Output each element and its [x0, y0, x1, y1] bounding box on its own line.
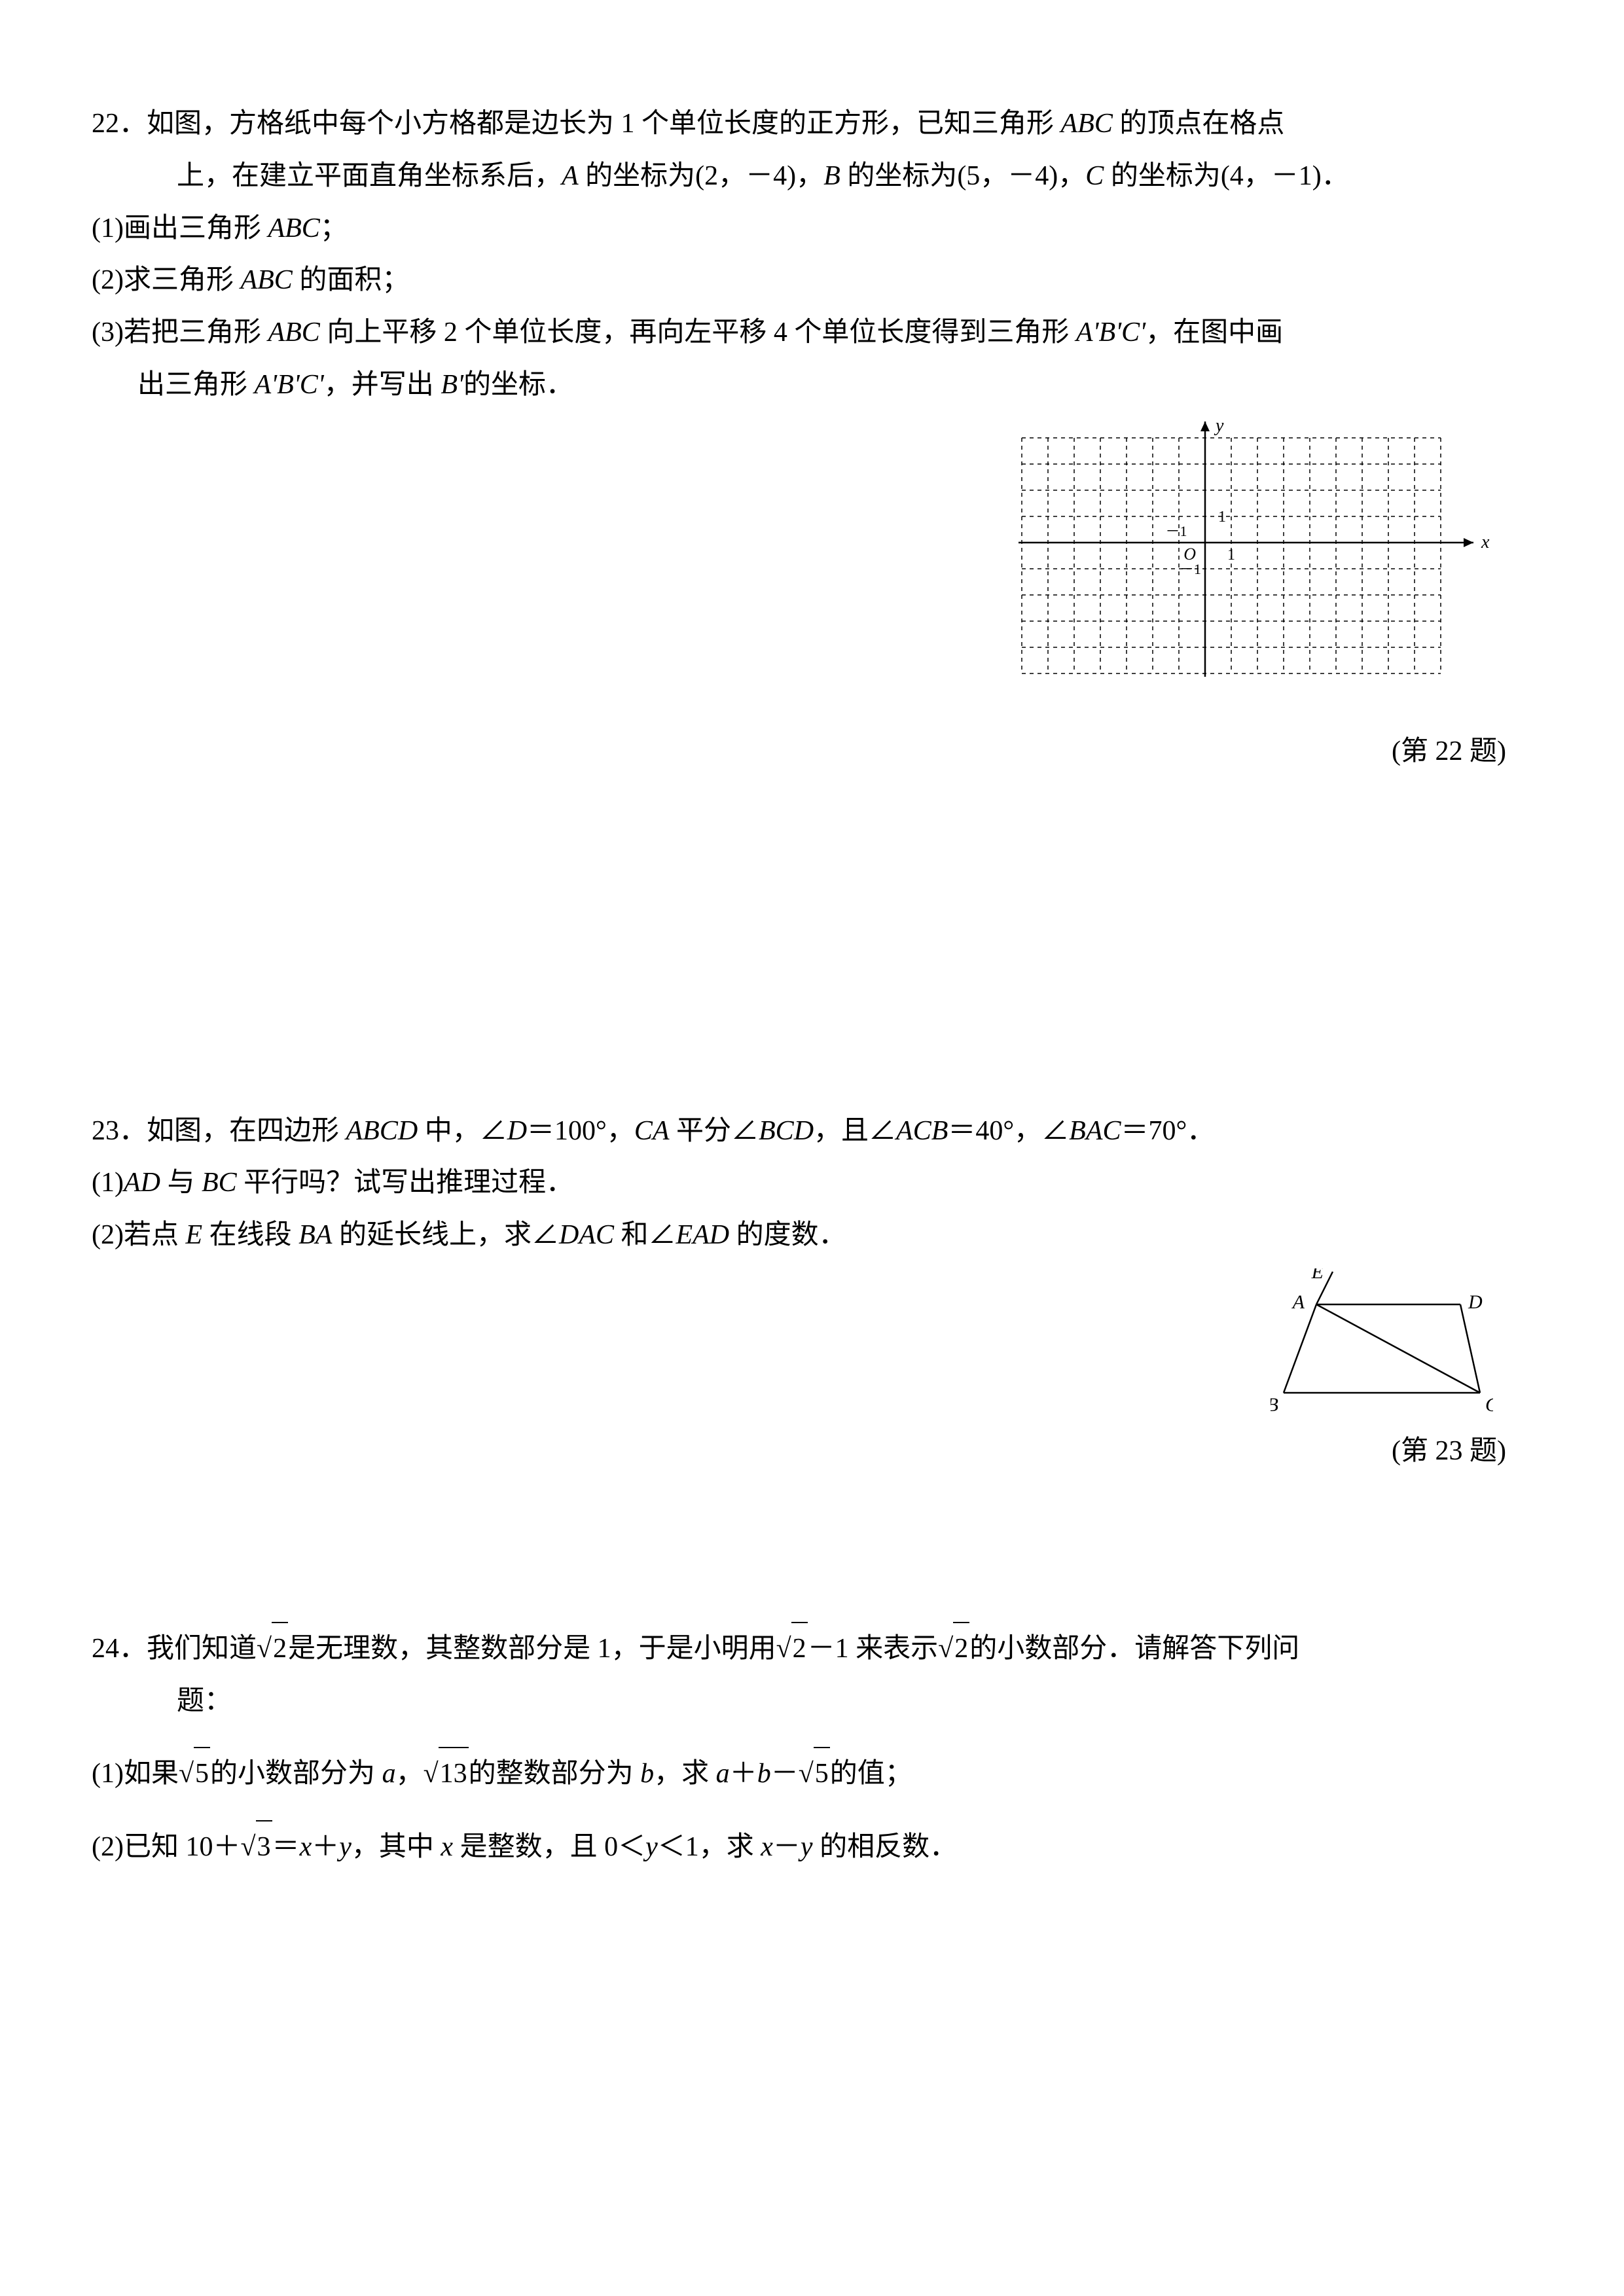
p24-num: 24． [92, 1634, 147, 1664]
p22-num: 22． [92, 109, 147, 139]
sqrt-icon: 2 [257, 1622, 288, 1676]
svg-text:－1: －1 [1180, 561, 1201, 577]
p22-text: 22．如图，方格纸中每个小方格都是边长为 1 个单位长度的正方形，已知三角形 A… [92, 98, 1532, 151]
sqrt-icon: 13 [424, 1747, 469, 1801]
problem-24: 24．我们知道2是无理数，其整数部分是 1，于是小明用2－1 来表示2的小数部分… [92, 1622, 1532, 1874]
svg-text:－1: －1 [1165, 523, 1187, 539]
svg-text:x: x [1481, 532, 1490, 552]
problem-22: 22．如图，方格纸中每个小方格都是边长为 1 个单位长度的正方形，已知三角形 A… [92, 98, 1532, 778]
sqrt-icon: 5 [799, 1747, 830, 1801]
sqrt-icon: 2 [776, 1622, 808, 1676]
svg-text:A: A [1291, 1291, 1305, 1313]
p23-figure: A B C D E [92, 1268, 1532, 1412]
svg-text:y: y [1214, 418, 1224, 436]
coordinate-grid: xyO1－11－1 [1009, 418, 1493, 713]
svg-text:1: 1 [1227, 547, 1235, 564]
problem-23: 23．如图，在四边形 ABCD 中，∠D＝100°，CA 平分∠BCD，且∠AC… [92, 1105, 1532, 1478]
p22-figure: xyO1－11－1 [92, 418, 1532, 713]
svg-text:B: B [1271, 1394, 1278, 1412]
quadrilateral-diagram: A B C D E [1271, 1268, 1493, 1412]
sqrt-icon: 5 [179, 1747, 210, 1801]
svg-text:D: D [1468, 1291, 1483, 1313]
svg-text:1: 1 [1218, 509, 1226, 526]
svg-text:E: E [1311, 1268, 1324, 1283]
p22-caption: (第 22 题) [92, 726, 1532, 778]
svg-text:C: C [1485, 1394, 1493, 1412]
sqrt-icon: 2 [938, 1622, 969, 1676]
sqrt-icon: 3 [240, 1820, 272, 1874]
p23-caption: (第 23 题) [92, 1426, 1532, 1478]
p23-num: 23． [92, 1116, 147, 1146]
